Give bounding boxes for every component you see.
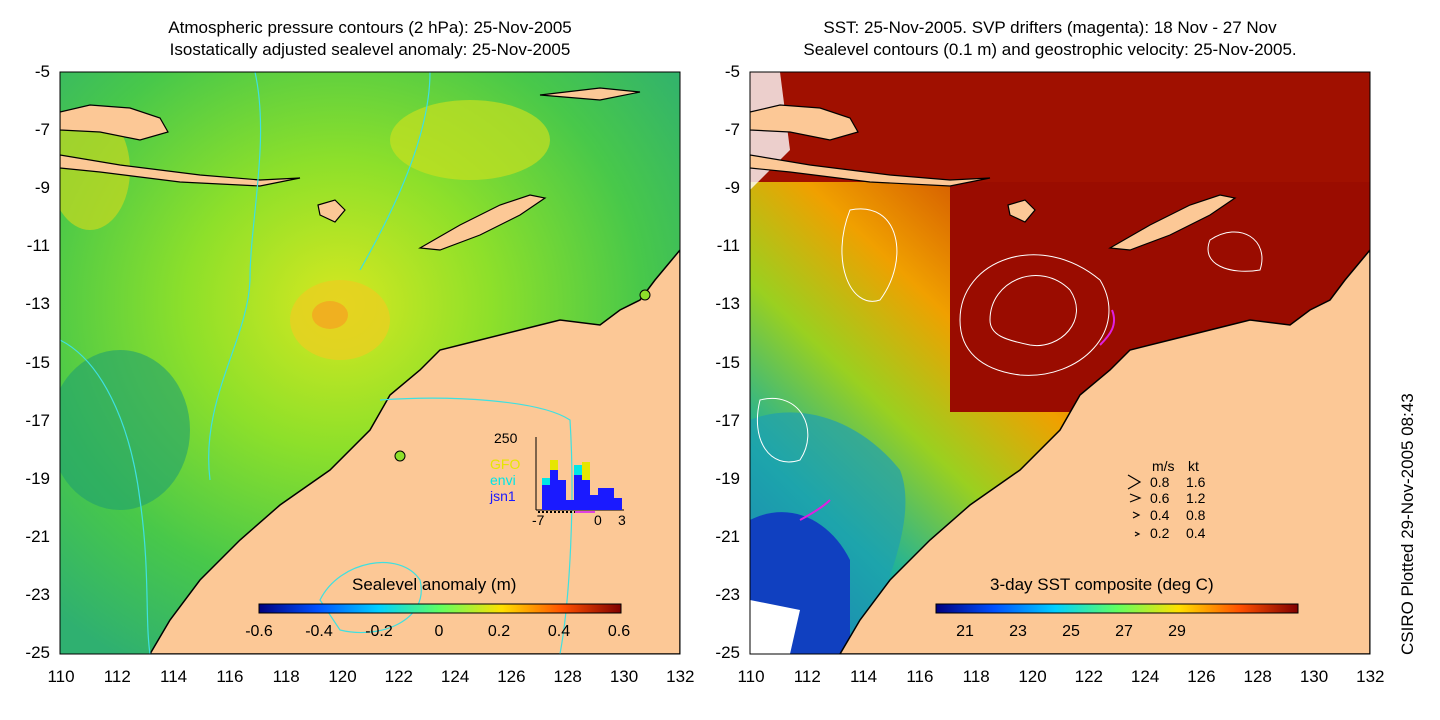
lon-tick-label: 122 <box>384 667 413 686</box>
lat-tick-label: -23 <box>25 584 50 604</box>
inset-legend-jsn1: jsn1 <box>490 488 516 504</box>
velocity-legend-header-ms: m/s <box>1152 458 1175 474</box>
lon-tick-label: 120 <box>328 667 357 686</box>
sla-colorbar-tick: -0.6 <box>245 623 273 640</box>
lon-tick-label: 110 <box>737 667 765 686</box>
lon-tick-label: 122 <box>1074 667 1103 686</box>
velocity-legend-kt: 1.2 <box>1186 490 1206 506</box>
right-map-frame <box>749 71 1371 655</box>
velocity-legend-arrows <box>1127 474 1142 537</box>
lat-tick-label: -9 <box>724 178 740 198</box>
lon-tick-label: 132 <box>1356 667 1385 686</box>
lat-tick-label: -19 <box>715 468 740 488</box>
lat-tick-label: -5 <box>724 62 740 81</box>
sla-colorbar-tick: 0.6 <box>607 623 631 640</box>
lon-tick-label: 116 <box>216 667 244 686</box>
lon-tick-label: 128 <box>553 667 582 686</box>
lat-tick-label: -25 <box>715 643 740 662</box>
velocity-legend-ms: 0.2 <box>1150 525 1170 541</box>
lon-tick-label: 128 <box>1243 667 1272 686</box>
right-title-line1: SST: 25-Nov-2005. SVP drifters (magenta)… <box>823 18 1277 37</box>
tide-gauge-marker <box>639 289 651 301</box>
sst-colorbar-tick: 23 <box>1009 623 1027 640</box>
inset-xtick: 0 <box>594 512 602 528</box>
lat-tick-label: -9 <box>34 178 50 198</box>
sst-colorbar-tick: 21 <box>956 623 974 640</box>
lat-tick-label: -15 <box>715 352 740 372</box>
lon-tick-label: 112 <box>103 667 131 686</box>
velocity-legend-ms: 0.8 <box>1150 474 1170 490</box>
lon-tick-label: 112 <box>793 667 821 686</box>
lon-tick-label: 124 <box>1130 667 1160 686</box>
lat-tick-label: -11 <box>716 236 740 256</box>
inset-legend-gfo: GFO <box>490 456 521 472</box>
right-map <box>750 72 1370 654</box>
right-title-line2: Sealevel contours (0.1 m) and geostrophi… <box>803 40 1297 59</box>
sla-colorbar-label: Sealevel anomaly (m) <box>352 575 517 594</box>
lat-tick-label: -17 <box>25 410 50 430</box>
lon-tick-label: 126 <box>1187 667 1216 686</box>
velocity-legend-kt: 0.8 <box>1186 507 1206 523</box>
inset-legend-envi: envi <box>490 472 516 488</box>
lon-tick-label: 118 <box>272 667 300 686</box>
left-title-line1: Atmospheric pressure contours (2 hPa): 2… <box>168 18 572 37</box>
lon-tick-label: 116 <box>906 667 934 686</box>
lat-tick-label: -15 <box>25 352 50 372</box>
sst-colorbar <box>935 603 1299 614</box>
lat-tick-label: -5 <box>34 62 50 81</box>
left-map-frame <box>59 71 681 655</box>
sla-colorbar <box>258 603 622 614</box>
australia-land-right <box>839 248 1370 654</box>
lat-tick-label: -25 <box>25 643 50 662</box>
inset-ymax-label: 250 <box>494 430 518 446</box>
lon-tick-label: 114 <box>160 667 188 686</box>
australia-land <box>149 248 680 654</box>
lon-tick-label: 130 <box>1299 667 1329 686</box>
velocity-legend-ms: 0.4 <box>1150 507 1170 523</box>
sst-colorbar-label: 3-day SST composite (deg C) <box>990 575 1214 594</box>
inset-histogram <box>535 437 624 513</box>
sla-colorbar-tick: 0.2 <box>487 623 511 640</box>
lon-tick-label: 126 <box>497 667 526 686</box>
lon-tick-label: 110 <box>47 667 75 686</box>
lat-tick-label: -13 <box>25 294 50 314</box>
lat-tick-label: -23 <box>715 584 740 604</box>
lat-tick-label: -13 <box>715 294 740 314</box>
credit-label: CSIRO Plotted 29-Nov-2005 08:43 <box>1398 393 1417 655</box>
lon-tick-label: 124 <box>440 667 470 686</box>
sst-colorbar-tick: 27 <box>1115 623 1133 640</box>
lat-tick-label: -19 <box>25 468 50 488</box>
lat-tick-label: -21 <box>25 526 50 546</box>
sst-colorbar-tick: 29 <box>1168 623 1186 640</box>
lon-tick-label: 120 <box>1018 667 1047 686</box>
sla-colorbar-tick: 0.4 <box>547 623 571 640</box>
inset-xtick: 3 <box>618 512 626 528</box>
lon-tick-label: 114 <box>850 667 878 686</box>
velocity-legend-header-kt: kt <box>1188 458 1199 474</box>
sla-colorbar-tick: -0.2 <box>365 623 393 640</box>
sla-colorbar-tick: -0.4 <box>305 623 333 640</box>
lat-tick-label: -7 <box>34 120 50 140</box>
lon-tick-label: 118 <box>962 667 990 686</box>
lat-tick-label: -17 <box>715 410 740 430</box>
lon-tick-label: 132 <box>666 667 695 686</box>
lon-tick-label: 130 <box>609 667 639 686</box>
lat-tick-label: -11 <box>26 236 50 256</box>
velocity-legend-kt: 1.6 <box>1186 474 1206 490</box>
sla-colorbar-tick: 0 <box>434 623 444 640</box>
velocity-legend-kt: 0.4 <box>1186 525 1206 541</box>
velocity-legend-ms: 0.6 <box>1150 490 1170 506</box>
left-map <box>60 72 680 654</box>
inset-xtick: -7 <box>532 512 545 528</box>
lat-tick-label: -21 <box>715 526 740 546</box>
sst-colorbar-tick: 25 <box>1062 623 1080 640</box>
tide-gauge-marker <box>394 450 406 462</box>
left-title-line2: Isostatically adjusted sealevel anomaly:… <box>169 40 571 59</box>
lat-tick-label: -7 <box>724 120 740 140</box>
